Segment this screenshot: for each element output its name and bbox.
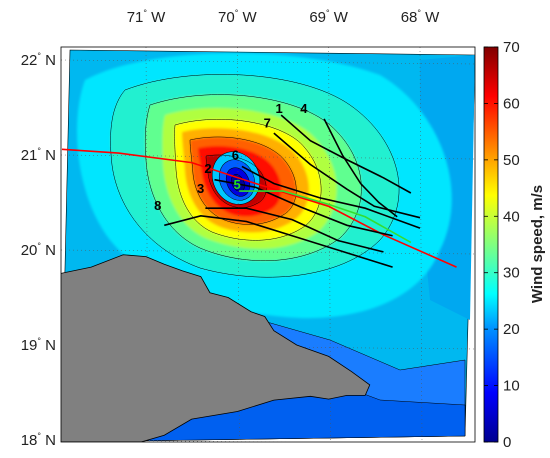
longitude-tick-labels: 71° W 70° W 69° W 68° W bbox=[127, 8, 440, 26]
track-1-label: 1 bbox=[276, 101, 283, 116]
track-6-label: 6 bbox=[232, 148, 239, 163]
colorbar-title: Wind speed, m/s bbox=[529, 185, 546, 303]
track-2-label: 2 bbox=[204, 161, 211, 176]
track-5-line bbox=[239, 190, 412, 244]
lon-tick-label: 69° W bbox=[309, 8, 348, 26]
lat-tick-label: 19° N bbox=[21, 336, 56, 354]
track-8-label: 8 bbox=[154, 198, 161, 213]
track-5-label: 5 bbox=[234, 177, 241, 192]
storm-track-line bbox=[61, 148, 457, 268]
colorbar-tick-label: 30 bbox=[503, 265, 520, 282]
track-2-line bbox=[214, 178, 393, 237]
colorbar-tick-label: 10 bbox=[503, 378, 520, 395]
track-8-line bbox=[164, 214, 393, 268]
land-mass bbox=[61, 254, 371, 442]
track-4-label: 4 bbox=[300, 101, 308, 116]
track-1-line bbox=[280, 114, 412, 194]
colorbar-gradient bbox=[483, 46, 499, 443]
observation-tracks: 1 4 7 6 2 5 3 8 bbox=[154, 101, 421, 268]
track-6-line bbox=[241, 165, 421, 229]
track-3-line bbox=[205, 207, 384, 253]
colorbar-tick-label: 0 bbox=[503, 434, 511, 451]
track-7-line bbox=[273, 132, 421, 219]
track-7-label: 7 bbox=[264, 115, 271, 130]
colorbar-tick-label: 20 bbox=[503, 321, 520, 338]
plot-frame bbox=[60, 46, 476, 443]
colorbar-tick-label: 70 bbox=[503, 39, 520, 56]
colorbar-tick-label: 60 bbox=[503, 95, 520, 112]
track-4-line bbox=[323, 118, 398, 218]
lat-tick-label: 21° N bbox=[21, 146, 56, 164]
colorbar-ticks: 0 10 20 30 40 50 60 70 bbox=[484, 39, 520, 451]
colorbar: 0 10 20 30 40 50 60 70 Wind speed, m/s bbox=[483, 39, 546, 451]
lat-tick-label: 18° N bbox=[21, 431, 56, 449]
lon-tick-label: 71° W bbox=[127, 8, 166, 26]
lat-tick-label: 20° N bbox=[21, 241, 56, 259]
lon-tick-label: 70° W bbox=[218, 8, 257, 26]
colorbar-tick-label: 50 bbox=[503, 152, 520, 169]
wind-field: 1 4 7 6 2 5 3 8 bbox=[61, 47, 475, 442]
colorbar-tick-label: 40 bbox=[503, 208, 520, 225]
latitude-tick-labels: 22° N 21° N 20° N 19° N 18° N bbox=[21, 51, 56, 449]
lat-tick-label: 22° N bbox=[21, 51, 56, 69]
lon-tick-label: 68° W bbox=[401, 8, 440, 26]
track-3-label: 3 bbox=[197, 181, 204, 196]
